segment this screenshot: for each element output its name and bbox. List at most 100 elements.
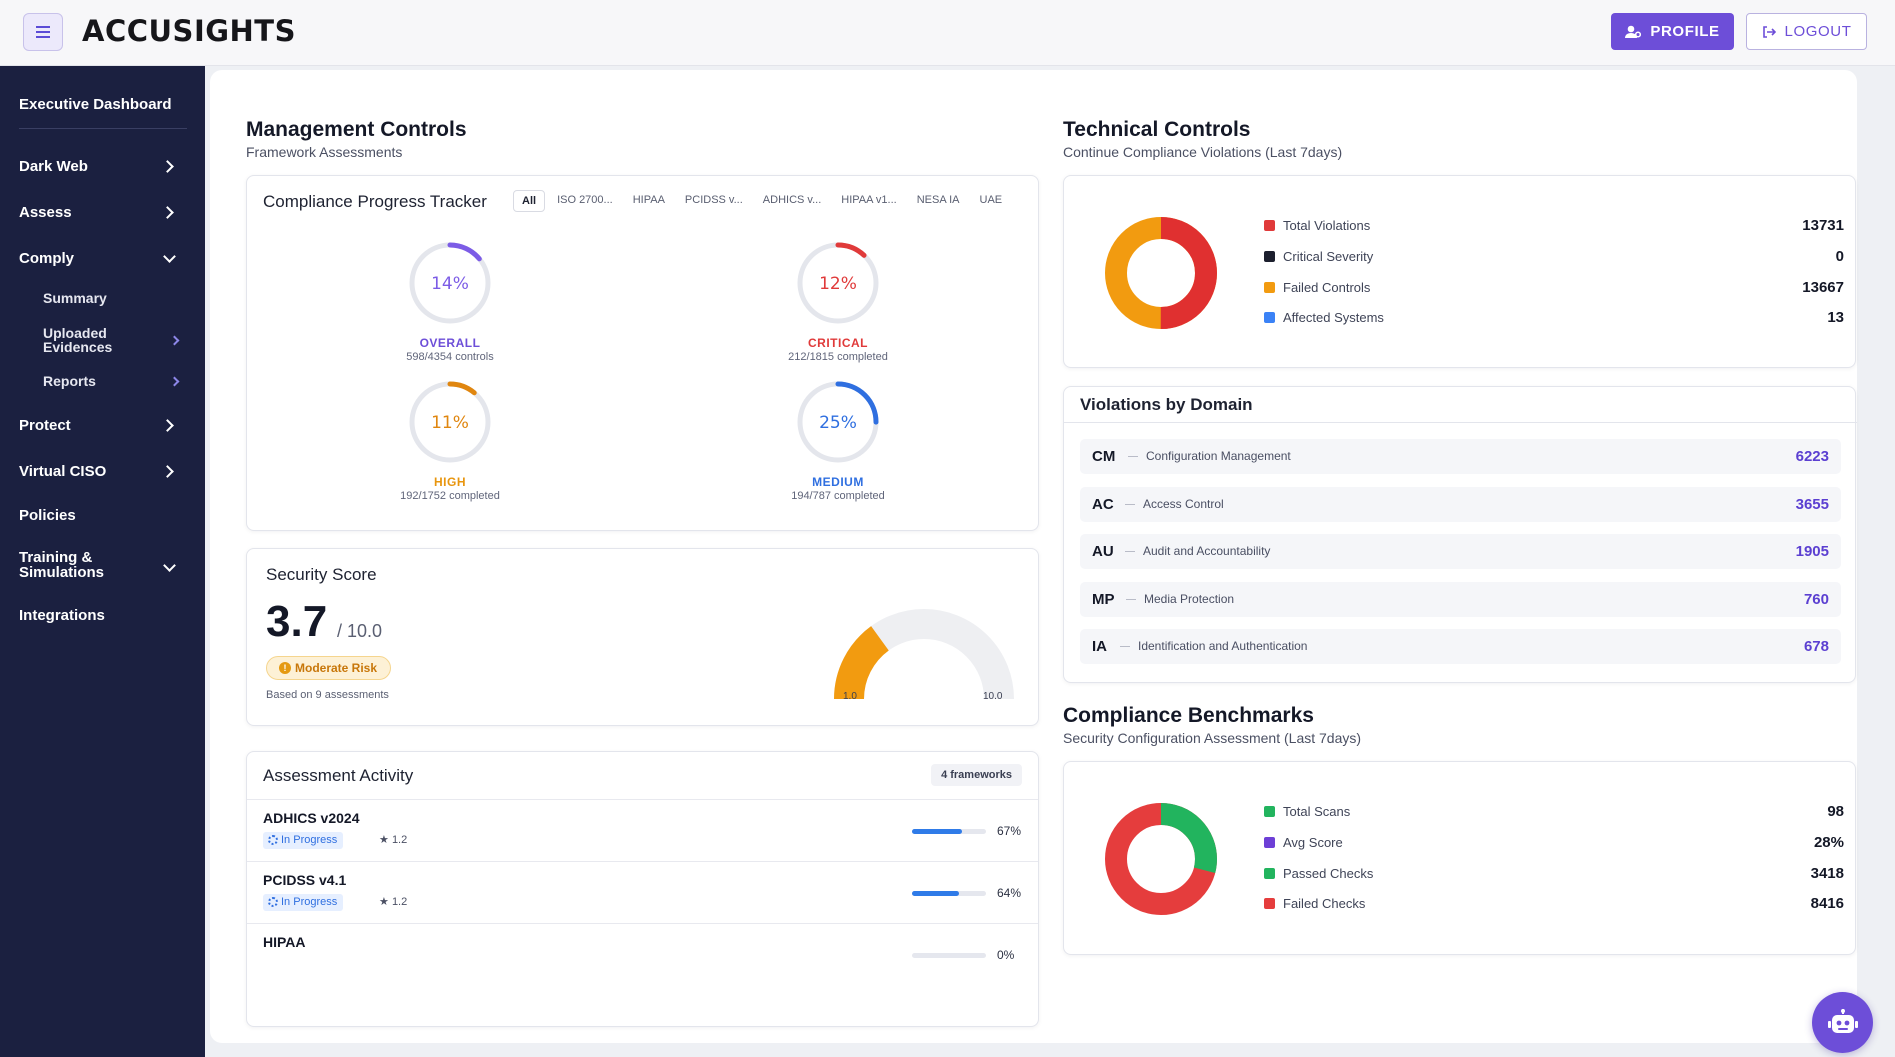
tab-all[interactable]: All: [513, 190, 546, 212]
progress-pct: 0%: [997, 948, 1015, 962]
sidebar-item-dark-web[interactable]: Dark Web: [19, 158, 88, 175]
legend-avg-score: Avg Score 28%: [1264, 833, 1844, 853]
tab-iso[interactable]: ISO 2700...: [557, 194, 613, 206]
logout-icon: [1762, 25, 1776, 38]
sidebar-item-assess[interactable]: Assess: [19, 204, 72, 221]
legend-swatch: [1264, 312, 1275, 323]
domain-row[interactable]: MP Media Protection 760: [1080, 582, 1841, 617]
activity-row[interactable]: PCIDSS v4.1 In Progress ★ 1.2 64%: [247, 861, 1038, 923]
sidebar: Executive Dashboard Dark Web Assess Comp…: [0, 66, 205, 1057]
progress-arc: [409, 381, 491, 463]
legend-critical-severity: Critical Severity 0: [1264, 247, 1844, 267]
legend-value: 13: [1827, 309, 1844, 326]
gauge-max: 10.0: [983, 691, 1003, 702]
benchmarks-card: Total Scans 98 Avg Score 28% Passed Chec…: [1063, 761, 1856, 955]
legend-value: 13731: [1802, 217, 1844, 234]
chatbot-button[interactable]: [1812, 992, 1873, 1053]
profile-label: PROFILE: [1650, 23, 1720, 40]
legend-affected-systems: Affected Systems 13: [1264, 308, 1844, 328]
security-score-title: Security Score: [266, 565, 377, 584]
legend-swatch: [1264, 220, 1275, 231]
sidebar-item-virtual-ciso[interactable]: Virtual CISO: [19, 463, 107, 480]
ring-pct: 11%: [431, 413, 469, 433]
sidebar-item-protect[interactable]: Protect: [19, 417, 71, 434]
chevron-right-icon: [161, 465, 174, 478]
chevron-right-icon: [161, 206, 174, 219]
divider: [1120, 646, 1130, 647]
violations-summary-card: Total Violations 13731 Critical Severity…: [1063, 175, 1856, 368]
domain-code: MP: [1092, 591, 1115, 608]
sidebar-subitem-reports[interactable]: Reports: [43, 373, 96, 389]
legend-swatch: [1264, 868, 1275, 879]
tab-hipaa-v1[interactable]: HIPAA v1...: [841, 194, 897, 206]
version: ★ 1.2: [379, 894, 407, 911]
activity-name: ADHICS v2024: [263, 810, 360, 826]
progress-fill: [912, 829, 962, 834]
robot-icon: [1827, 1008, 1858, 1033]
domain-code: CM: [1092, 448, 1116, 465]
high-sub: 192/1752 completed: [400, 490, 500, 502]
sidebar-item-executive-dashboard[interactable]: Executive Dashboard: [19, 96, 172, 113]
medium-sub: 194/787 completed: [791, 490, 885, 502]
menu-toggle-button[interactable]: [23, 13, 63, 51]
domain-value: 6223: [1795, 448, 1829, 465]
logout-label: LOGOUT: [1784, 23, 1852, 40]
chevron-right-icon: [169, 335, 180, 346]
sidebar-subitem-uploaded-evidences[interactable]: Uploaded Evidences: [43, 326, 112, 354]
legend-label: Failed Checks: [1283, 896, 1366, 911]
profile-button[interactable]: PROFILE: [1611, 13, 1734, 50]
app-logo[interactable]: ACCUSIGHTS: [82, 14, 296, 48]
legend-label: Total Violations: [1283, 218, 1371, 233]
activity-row[interactable]: HIPAA 0%: [247, 923, 1038, 985]
domain-row[interactable]: AC Access Control 3655: [1080, 487, 1841, 522]
activity-name: PCIDSS v4.1: [263, 872, 347, 888]
top-header: ACCUSIGHTS PROFILE LOGOUT: [0, 0, 1895, 66]
card-header: Violations by Domain: [1064, 387, 1857, 423]
activity-row[interactable]: ADHICS v2024 In Progress ★ 1.2 67%: [247, 799, 1038, 861]
legend-label: Passed Checks: [1283, 866, 1374, 881]
tab-nesa[interactable]: NESA IA: [916, 194, 960, 206]
progress-fill: [912, 891, 960, 896]
domain-row[interactable]: AU Audit and Accountability 1905: [1080, 534, 1841, 569]
tab-pcidss[interactable]: PCIDSS v...: [684, 194, 743, 206]
sidebar-item-integrations[interactable]: Integrations: [19, 607, 105, 624]
chevron-down-icon: [163, 250, 176, 263]
sidebar-item-comply[interactable]: Comply: [19, 250, 75, 267]
legend-label: Failed Controls: [1283, 280, 1371, 295]
legend-total-violations: Total Violations 13731: [1264, 216, 1844, 236]
sidebar-subitem-label: Uploaded: [43, 325, 107, 341]
assessment-activity-title: Assessment Activity: [263, 766, 414, 785]
logout-button[interactable]: LOGOUT: [1746, 13, 1867, 50]
tab-adhics[interactable]: ADHICS v...: [762, 194, 822, 206]
medium-label: MEDIUM: [812, 475, 864, 489]
divider: [1125, 551, 1135, 552]
sidebar-subitem-summary[interactable]: Summary: [43, 290, 107, 306]
medium-progress-ring: 25%: [797, 381, 879, 463]
domain-row[interactable]: CM Configuration Management 6223: [1080, 439, 1841, 474]
legend-swatch: [1264, 898, 1275, 909]
domain-name: Configuration Management: [1146, 449, 1291, 463]
critical-sub: 212/1815 completed: [788, 351, 888, 363]
critical-progress-ring: 12%: [797, 242, 879, 324]
domain-row[interactable]: IA Identification and Authentication 678: [1080, 629, 1841, 664]
security-score-value: 3.7: [266, 597, 328, 646]
risk-badge: ! Moderate Risk: [266, 656, 392, 680]
domain-code: AC: [1092, 496, 1114, 513]
tab-hipaa[interactable]: HIPAA: [632, 194, 665, 206]
divider: [1125, 504, 1135, 505]
sidebar-item-policies[interactable]: Policies: [19, 507, 76, 524]
sidebar-divider: [19, 128, 187, 129]
ring-pct: 12%: [819, 274, 857, 294]
progress-arc: [409, 242, 491, 324]
tracker-title: Compliance Progress Tracker: [263, 192, 487, 211]
sidebar-item-label: Simulations: [19, 564, 105, 581]
tab-uae[interactable]: UAE: [979, 194, 1002, 206]
violations-by-domain-card: Violations by Domain CM Configuration Ma…: [1063, 386, 1857, 683]
status-badge: In Progress: [263, 832, 344, 849]
assessment-activity-card: Assessment Activity 4 frameworks ADHICS …: [246, 751, 1039, 1027]
ring-pct: 14%: [431, 274, 469, 294]
domain-value: 1905: [1795, 543, 1829, 560]
progress-pct: 64%: [997, 886, 1022, 900]
legend-value: 8416: [1810, 895, 1844, 912]
sidebar-item-training[interactable]: Training & Simulations: [19, 550, 104, 580]
